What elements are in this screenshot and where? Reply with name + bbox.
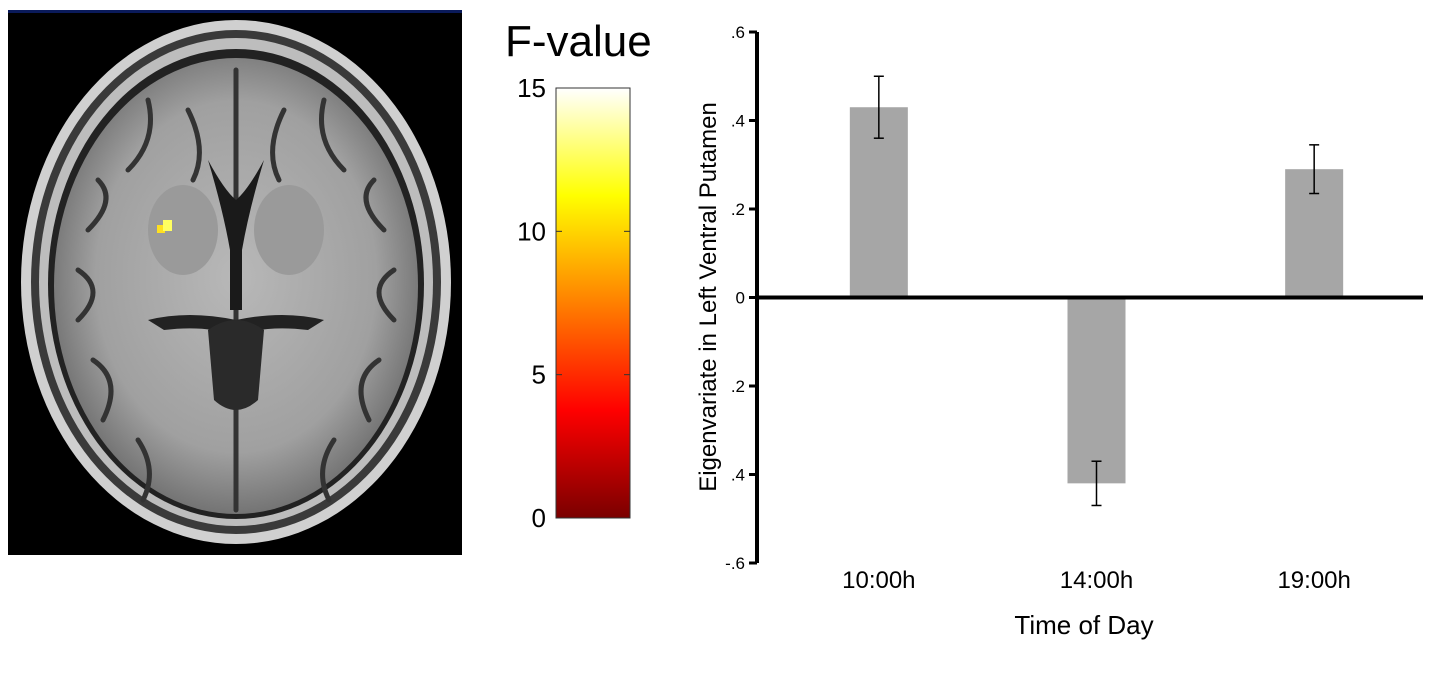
y-tick-label-0: .6 [731, 23, 745, 42]
colorbar-panel: F-value 15 10 5 0 [490, 10, 690, 540]
activation-blob [157, 225, 165, 233]
y-tick-label-1: .4 [731, 112, 745, 131]
colorbar-tick-label: 15 [517, 73, 546, 103]
colorbar-title: F-value [505, 17, 652, 66]
bar-1 [1067, 297, 1126, 484]
y-axis-label: Eigenvariate in Left Ventral Putamen [695, 102, 722, 492]
y-tick-label-3: 0 [736, 289, 745, 308]
y-tick-label-4: .2 [731, 377, 745, 396]
bar-chart-panel: .6 .4 .2 0 .2 .4 -.6 10:00h 14:00h 19:00h Time o… [690, 0, 1440, 671]
x-tick-label-2: 19:00h [1277, 567, 1350, 594]
brain-mri-image [8, 10, 462, 555]
colorbar-tick-label: 5 [532, 360, 546, 390]
y-tick-label-6: -.6 [725, 554, 745, 573]
colorbar-tick-label: 10 [517, 216, 546, 246]
y-tick-label-5: .4 [731, 466, 745, 485]
colorbar-gradient [555, 87, 631, 519]
x-tick-label-1: 14:00h [1060, 567, 1133, 594]
y-tick-label-2: .2 [731, 200, 745, 219]
colorbar-tick-label: 0 [532, 503, 546, 533]
x-axis-label: Time of Day [1014, 610, 1153, 640]
brain-mri-panel [8, 10, 462, 555]
x-tick-label-0: 10:00h [842, 567, 915, 594]
